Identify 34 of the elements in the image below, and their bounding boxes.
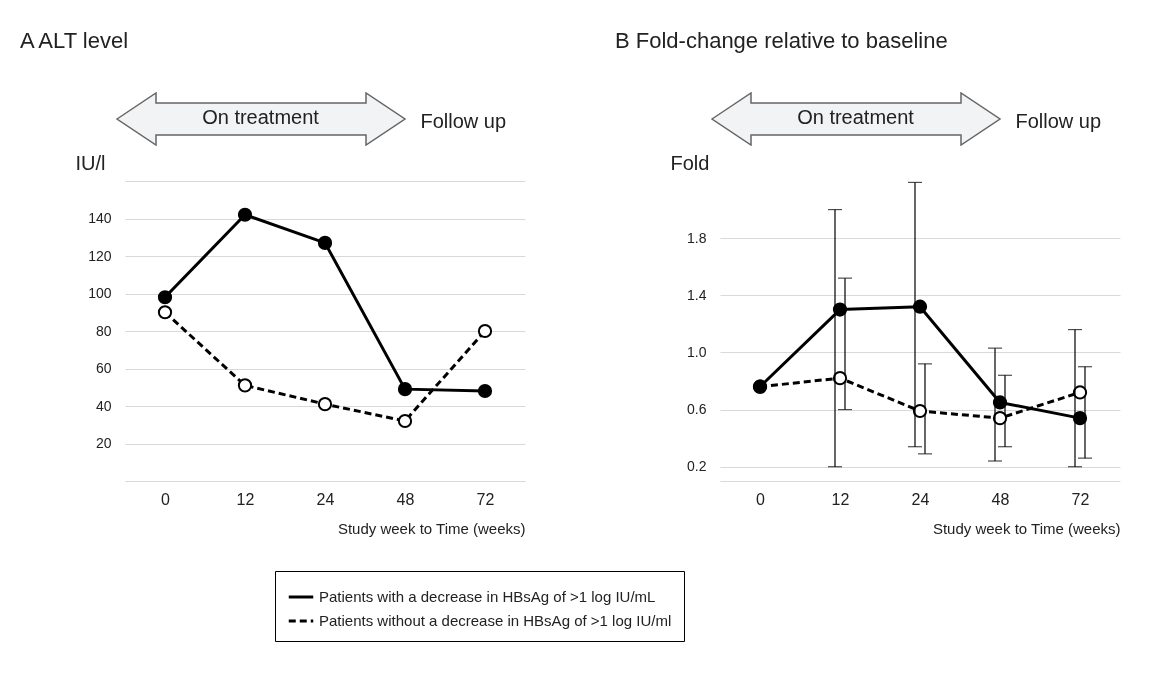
- legend-label: Patients without a decrease in HBsAg of >1 log IU/ml: [319, 612, 672, 629]
- x-tick-label: 24: [316, 490, 335, 508]
- y-tick-label: 0.2: [687, 458, 707, 475]
- legend-label: Patients with a decrease in HBsAg of >1 log IU/mL: [319, 588, 656, 605]
- text: On treatment: [201, 105, 320, 129]
- text: Follow up: [1015, 109, 1102, 133]
- x-tick-label: 48: [991, 490, 1010, 508]
- x-tick-label: 0: [161, 490, 171, 508]
- y-tick-label: 120: [88, 247, 112, 264]
- x-axis-title: Study week to Time (weeks): [932, 519, 1121, 537]
- y-tick-label: 80: [95, 322, 112, 339]
- x-axis-title: Study week to Time (weeks): [337, 519, 526, 537]
- y-tick-label: 60: [95, 360, 112, 376]
- y-tick-label: 1.0: [687, 343, 707, 360]
- y-axis-title: IU/l: [75, 151, 106, 174]
- x-tick-label: 0: [756, 490, 766, 508]
- x-tick-label: 24: [911, 490, 930, 508]
- x-tick-label: 48: [396, 490, 415, 508]
- chart-title: A ALT level: [20, 28, 129, 53]
- y-tick-label: 20: [95, 435, 112, 451]
- y-tick-label: 100: [88, 285, 112, 301]
- y-tick-label: 0.6: [687, 401, 707, 418]
- x-tick-label: 72: [476, 490, 495, 508]
- x-tick-label: 72: [1071, 490, 1090, 508]
- y-tick-label: 1.4: [687, 286, 707, 303]
- y-axis-title: Fold: [670, 151, 710, 174]
- x-tick-label: 12: [236, 490, 255, 508]
- text: Follow up: [420, 109, 507, 133]
- chart-title: B Fold-change relative to baseline: [615, 28, 948, 53]
- x-tick-label: 12: [831, 490, 850, 508]
- text: On treatment: [796, 105, 915, 129]
- y-tick-label: 40: [95, 397, 112, 414]
- y-tick-label: 140: [88, 210, 112, 226]
- y-tick-label: 1.8: [687, 229, 707, 246]
